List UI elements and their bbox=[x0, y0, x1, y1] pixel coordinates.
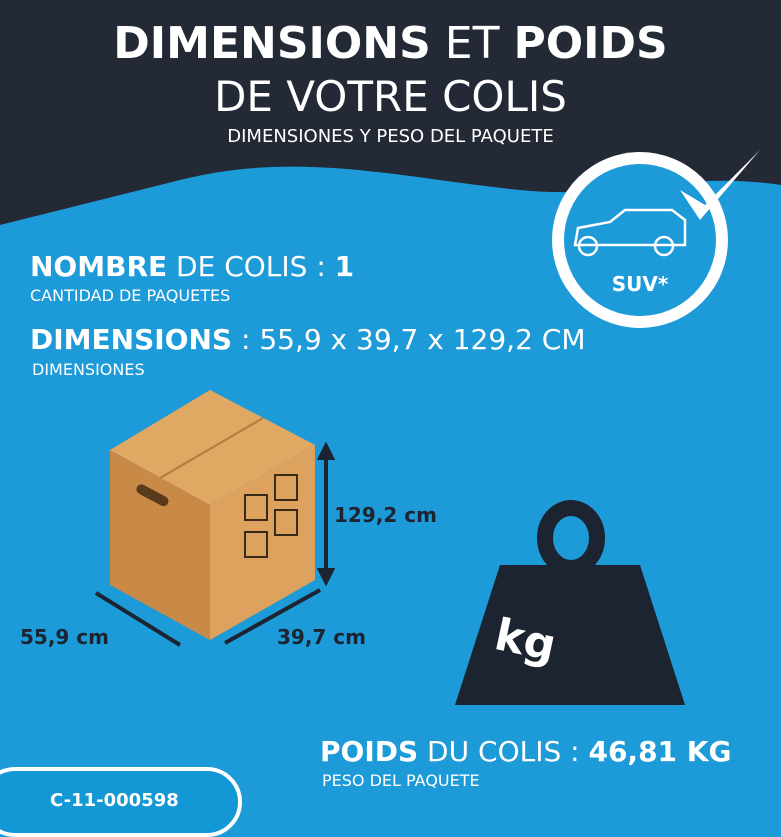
suv-badge bbox=[552, 150, 760, 328]
count-line: NOMBRE DE COLIS : 1 bbox=[30, 250, 355, 283]
subtitle: DIMENSIONES Y PESO DEL PAQUETE bbox=[227, 126, 554, 147]
depth-label: 39,7 cm bbox=[277, 625, 367, 649]
dimensions-sub: DIMENSIONES bbox=[32, 360, 145, 379]
title-line-2: DE VOTRE COLIS bbox=[214, 72, 567, 121]
badge-label: SUV* bbox=[611, 272, 669, 296]
dimension-arrows bbox=[94, 441, 336, 647]
weight-sub: PESO DEL PAQUETE bbox=[322, 771, 480, 790]
weight-line: POIDS DU COLIS : 46,81 KG bbox=[320, 735, 732, 768]
cardboard-box-icon bbox=[110, 390, 315, 640]
reference-code: C-11-000598 bbox=[50, 790, 179, 811]
header-band bbox=[0, 0, 781, 225]
suv-car-icon bbox=[573, 208, 687, 257]
background-shapes bbox=[0, 0, 781, 705]
count-sub: CANTIDAD DE PAQUETES bbox=[30, 286, 231, 305]
width-label: 55,9 cm bbox=[20, 625, 110, 649]
checkmark-icon bbox=[680, 150, 760, 220]
height-label: 129,2 cm bbox=[334, 503, 437, 527]
dimensions-line: DIMENSIONS : 55,9 x 39,7 x 129,2 CM bbox=[30, 323, 586, 356]
weight-kg-icon bbox=[455, 500, 685, 705]
title-line-1: DIMENSIONS ET POIDS bbox=[113, 18, 668, 69]
